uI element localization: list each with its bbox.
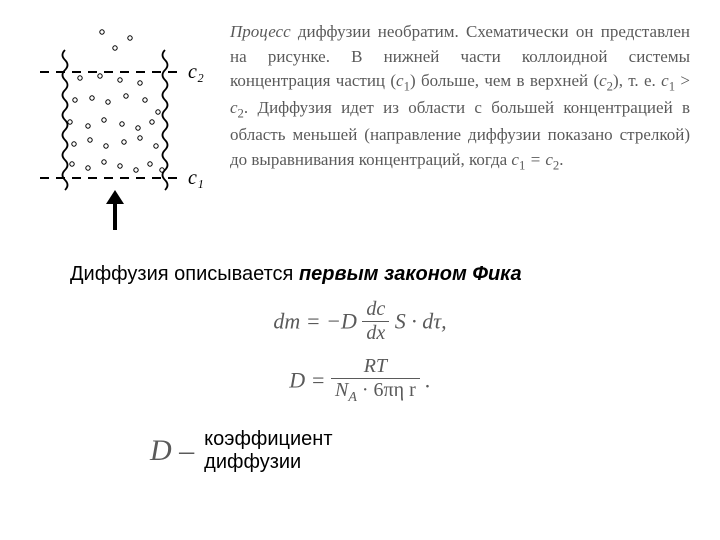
d-label: коэффициент диффузии bbox=[204, 428, 332, 474]
fick-law-heading: Диффузия описывается первым законом Фика bbox=[70, 263, 650, 286]
fick-formula-2: D = RT NA · 6πη r . bbox=[30, 357, 690, 408]
svg-text:c₁: c₁ bbox=[188, 167, 204, 189]
svg-text:c₂: c₂ bbox=[188, 61, 204, 83]
d-symbol: D – bbox=[150, 434, 194, 468]
process-word: Процесс bbox=[230, 22, 291, 41]
formula-block: dm = −D dc dx S · dτ, D = RT NA · 6πη r … bbox=[30, 300, 690, 408]
rt-fraction: RT NA · 6πη r bbox=[331, 355, 420, 406]
description-paragraph: Процесс диффузии необратим. Схемати­ческ… bbox=[230, 20, 690, 175]
diffusion-diagram: c₂ c₁ bbox=[30, 20, 210, 245]
fick-formula-1: dm = −D dc dx S · dτ, bbox=[30, 300, 690, 347]
dc-dx-fraction: dc dx bbox=[362, 298, 389, 345]
coefficient-definition: D – коэффициент диффузии bbox=[150, 428, 690, 474]
